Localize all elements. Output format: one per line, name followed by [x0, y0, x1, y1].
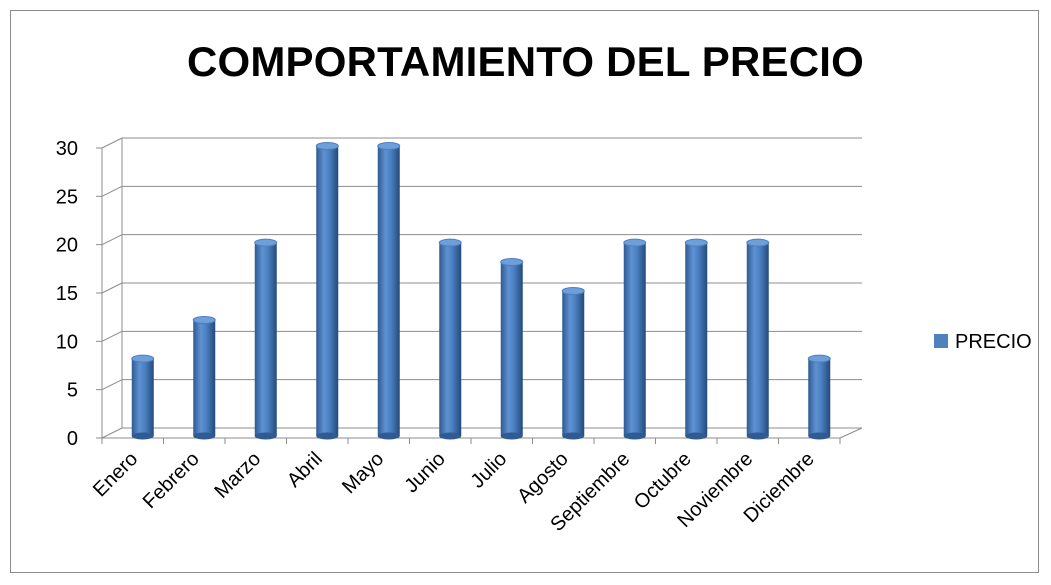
bar-base — [193, 432, 216, 440]
x-tick-label: Abril — [283, 448, 327, 492]
bar — [254, 238, 278, 440]
x-tick-label: Febrero — [139, 448, 204, 513]
bar-top — [684, 238, 708, 247]
bar-body — [254, 242, 277, 436]
grid — [101, 137, 862, 439]
bar-body — [623, 242, 646, 436]
bar-base — [685, 432, 708, 440]
bar — [684, 238, 708, 440]
bar-body — [193, 320, 216, 436]
bar — [500, 258, 524, 440]
y-tick-label: 5 — [67, 380, 78, 402]
bar-base — [562, 432, 585, 440]
bar-top — [438, 238, 462, 247]
bar — [746, 238, 770, 440]
chart-frame — [10, 10, 1039, 573]
bar-top — [807, 354, 831, 363]
y-tick-label: 15 — [56, 283, 78, 305]
chart-title: COMPORTAMIENTO DEL PRECIO — [186, 38, 865, 85]
bar-body — [316, 146, 339, 436]
gridline-side — [101, 427, 123, 439]
bar-body — [746, 242, 769, 436]
y-tick-label: 10 — [56, 331, 78, 353]
bar-body — [808, 358, 831, 436]
bar — [807, 354, 831, 440]
legend-label: PRECIO — [955, 331, 1032, 353]
bar-top — [746, 238, 770, 247]
bar — [623, 238, 647, 440]
floor-right-edge — [839, 427, 863, 439]
gridline-side — [101, 379, 123, 391]
x-tick-label: Agosto — [513, 448, 573, 508]
bar-base — [316, 432, 339, 440]
bar — [192, 316, 216, 440]
bar — [315, 142, 339, 440]
gridline-side — [101, 137, 123, 149]
bar-base — [131, 432, 154, 440]
bar — [438, 238, 462, 440]
bar-body — [685, 242, 708, 436]
gridline-side — [101, 282, 123, 294]
x-tick-label: Mayo — [338, 448, 388, 498]
legend-swatch — [934, 334, 948, 348]
y-tick-label: 25 — [56, 186, 78, 208]
bar-top — [377, 142, 401, 150]
legend: PRECIO — [934, 331, 1032, 353]
bar-top — [500, 258, 524, 266]
bar — [377, 142, 401, 440]
bar-base — [377, 432, 400, 440]
bar-body — [562, 291, 585, 436]
bar-top — [192, 316, 216, 324]
bar-top — [131, 354, 155, 363]
bar-body — [500, 262, 523, 436]
bar-base — [808, 432, 831, 440]
bar-top — [315, 142, 339, 150]
bar-body — [439, 242, 462, 436]
bar-base — [439, 432, 462, 440]
gridline-side — [101, 185, 123, 197]
bar-top — [561, 287, 585, 295]
bars — [131, 142, 831, 440]
bar-base — [500, 432, 523, 440]
bar-body — [377, 146, 400, 436]
x-tick-label: Julio — [467, 448, 512, 493]
y-tick-label: 20 — [56, 235, 78, 257]
x-tick-label: Enero — [89, 448, 142, 501]
bar-base — [746, 432, 769, 440]
bar-top — [254, 238, 278, 247]
axes — [96, 147, 863, 444]
y-tick-label: 30 — [56, 138, 78, 160]
y-tick-label: 0 — [67, 428, 78, 450]
bar-base — [623, 432, 646, 440]
bar-top — [623, 238, 647, 247]
gridline-side — [101, 234, 123, 246]
x-tick-label: Junio — [400, 448, 449, 497]
bar-base — [254, 432, 277, 440]
x-tick-label: Marzo — [210, 448, 265, 503]
gridline-side — [101, 330, 123, 342]
bar — [561, 287, 585, 440]
bar-body — [131, 358, 154, 436]
bar — [131, 354, 155, 440]
